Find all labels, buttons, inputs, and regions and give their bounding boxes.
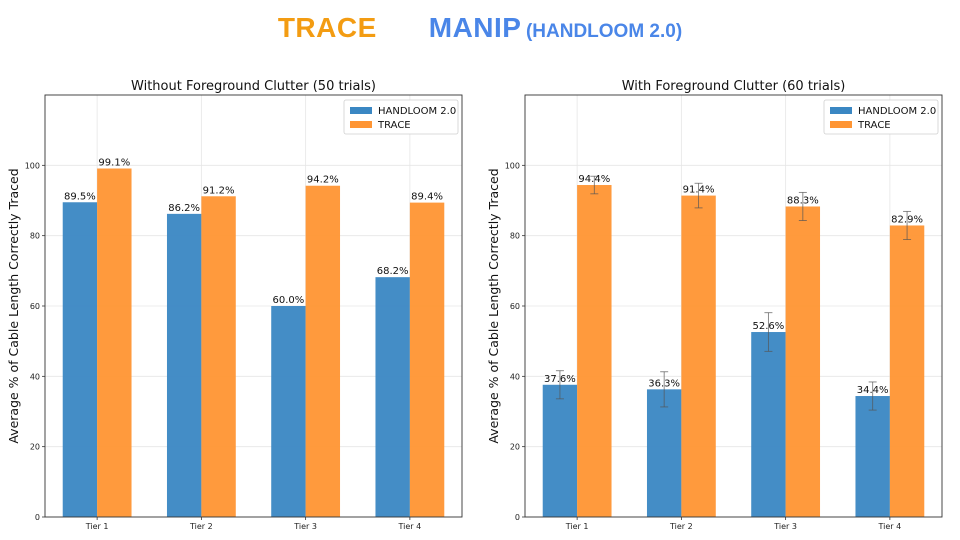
y-tick-label: 80 <box>510 232 520 241</box>
y-tick-label: 40 <box>510 372 520 381</box>
x-tick-label: Tier 3 <box>773 522 797 531</box>
data-label: 91.2% <box>203 185 235 196</box>
bar-handloom-2-0-2 <box>166 213 202 517</box>
chart-title: Without Foreground Clutter (50 trials) <box>131 79 376 94</box>
x-tick-label: Tier 2 <box>669 522 693 531</box>
x-tick-label: Tier 4 <box>878 522 902 531</box>
legend-swatch <box>350 121 372 128</box>
bar-trace-3 <box>305 185 341 518</box>
data-label: 89.5% <box>64 191 96 202</box>
x-tick-label: Tier 3 <box>293 522 317 531</box>
y-tick-label: 20 <box>30 443 40 452</box>
legend-label: HANDLOOM 2.0 <box>858 106 936 117</box>
bar-trace-3 <box>785 206 821 517</box>
data-label: 94.2% <box>307 175 339 186</box>
data-label: 88.3% <box>787 195 819 206</box>
x-tick-label: Tier 1 <box>565 522 589 531</box>
legend-label: TRACE <box>857 120 891 131</box>
x-tick-label: Tier 1 <box>85 522 109 531</box>
y-axis-label: Average % of Cable Length Correctly Trac… <box>6 168 21 443</box>
data-label: 99.1% <box>98 157 130 168</box>
y-tick-label: 0 <box>35 513 40 522</box>
legend-label: HANDLOOM 2.0 <box>378 106 456 117</box>
chart-without-clutter: Without Foreground Clutter (50 trials) Av… <box>6 79 463 531</box>
legend-label: TRACE <box>377 120 411 131</box>
title-handloom: (HANDLOOM 2.0) <box>525 21 683 42</box>
x-tick-label: Tier 2 <box>189 522 213 531</box>
bar-handloom-2-0-1 <box>542 384 578 517</box>
bar-trace-1 <box>577 185 612 517</box>
chart-with-clutter: With Foreground Clutter (60 trials) Avera… <box>486 79 943 531</box>
plot-frame <box>44 94 463 518</box>
legend-swatch <box>830 107 852 114</box>
legend-box <box>823 99 939 135</box>
data-label: 36.3% <box>648 378 680 389</box>
bar-trace-2 <box>681 195 716 517</box>
bar-handloom-2-0-3 <box>751 332 786 517</box>
x-tick-label: Tier 4 <box>398 522 422 531</box>
y-tick-label: 100 <box>505 161 520 170</box>
chart-title: With Foreground Clutter (60 trials) <box>622 79 846 94</box>
data-label: 86.2% <box>168 203 200 214</box>
y-tick-label: 40 <box>30 372 40 381</box>
data-label: 94.4% <box>578 174 610 185</box>
legend-box <box>343 99 459 135</box>
y-axis-label: Average % of Cable Length Correctly Trac… <box>486 168 501 443</box>
bar-handloom-2-0-4 <box>855 396 890 517</box>
y-tick-label: 60 <box>510 302 520 311</box>
data-label: 89.4% <box>411 192 443 203</box>
bar-trace-2 <box>201 196 236 517</box>
data-label: 82.9% <box>891 214 923 225</box>
data-label: 52.6% <box>753 321 785 332</box>
bar-handloom-2-0-3 <box>271 306 306 517</box>
legend-swatch <box>830 121 852 128</box>
bar-handloom-2-0-4 <box>375 277 410 517</box>
data-label: 60.0% <box>273 295 305 306</box>
title-manip: MANIP <box>428 12 522 43</box>
bar-trace-1 <box>97 168 132 517</box>
bar-handloom-2-0-1 <box>62 202 98 517</box>
data-label: 68.2% <box>377 266 409 277</box>
bar-handloom-2-0-2 <box>646 389 682 517</box>
y-tick-label: 80 <box>30 232 40 241</box>
data-label: 34.4% <box>857 385 889 396</box>
legend-swatch <box>350 107 372 114</box>
data-label: 91.4% <box>683 185 715 196</box>
bar-trace-4 <box>889 225 925 518</box>
y-tick-label: 60 <box>30 302 40 311</box>
data-label: 37.6% <box>544 374 576 385</box>
y-tick-label: 0 <box>515 513 520 522</box>
plot-frame <box>524 94 943 518</box>
y-tick-label: 20 <box>510 443 520 452</box>
bar-trace-4 <box>409 202 445 518</box>
slide-title: TRACE MANIP (HANDLOOM 2.0) <box>0 12 960 44</box>
title-trace: TRACE <box>277 12 377 43</box>
y-tick-label: 100 <box>25 161 40 170</box>
